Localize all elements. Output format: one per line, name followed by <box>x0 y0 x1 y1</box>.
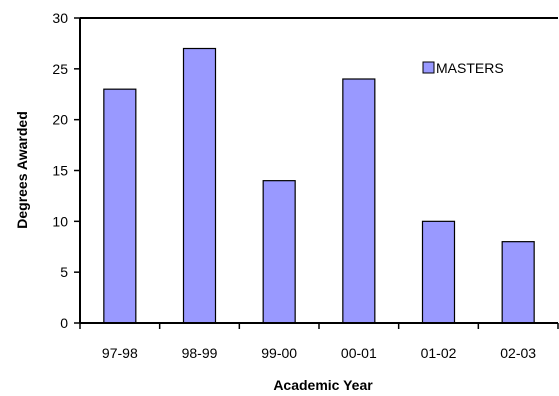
x-tick-label: 98-99 <box>182 345 218 361</box>
bar-99-00 <box>262 180 296 324</box>
bar-98-99 <box>182 47 217 324</box>
x-tick-label: 00-01 <box>341 345 377 361</box>
bar-01-02 <box>421 220 456 324</box>
x-tick-label: 02-03 <box>500 345 536 361</box>
y-tick-label: 15 <box>52 163 68 179</box>
bar-02-03 <box>501 241 535 324</box>
x-tick-label: 01-02 <box>421 345 457 361</box>
legend: MASTERS <box>422 60 504 76</box>
y-tick-label: 30 <box>52 10 68 26</box>
x-tick-label: 97-98 <box>102 345 138 361</box>
x-axis-title: Academic Year <box>273 377 373 393</box>
bar-00-01 <box>342 78 376 324</box>
y-tick-label: 25 <box>52 61 68 77</box>
y-tick-label: 5 <box>60 264 68 280</box>
legend-swatch-masters <box>422 61 435 74</box>
y-tick-label: 0 <box>60 315 68 331</box>
y-axis-ticks: 0 5 10 15 20 25 30 <box>52 10 80 331</box>
y-axis-title: Degrees Awarded <box>14 111 30 229</box>
x-tick-label: 99-00 <box>261 345 297 361</box>
y-tick-label: 10 <box>52 213 68 229</box>
x-axis-ticks: 97-98 98-99 99-00 00-01 01-02 02-03 <box>79 323 559 361</box>
bars-group <box>103 47 535 324</box>
y-tick-label: 20 <box>52 112 68 128</box>
legend-label-masters: MASTERS <box>436 60 504 76</box>
bar-97-98 <box>103 88 137 324</box>
